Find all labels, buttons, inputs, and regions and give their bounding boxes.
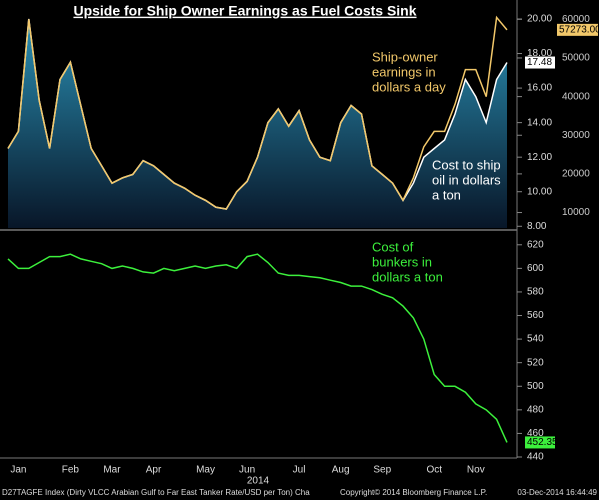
y-tick-label: 520: [527, 357, 544, 368]
last-value-label: 57273.00: [559, 25, 599, 36]
y-tick-label: 60000: [562, 14, 590, 25]
x-tick-label: Aug: [332, 465, 350, 476]
annotation: earnings in: [372, 64, 436, 79]
y-tick-label: 14.00: [527, 117, 552, 128]
y-tick-label: 460: [527, 428, 544, 439]
y-tick-label: 18.00: [527, 48, 552, 59]
y-tick-label: 12.00: [527, 152, 552, 163]
y-tick-label: 40000: [562, 91, 590, 102]
y-tick-label: 10.00: [527, 186, 552, 197]
x-tick-label: May: [196, 465, 215, 476]
line: [7, 15, 508, 210]
y-tick-label: 600: [527, 263, 544, 274]
x-tick-label: Feb: [62, 465, 80, 476]
y-tick-label: 480: [527, 404, 544, 415]
last-value-label: 452.35: [527, 437, 558, 448]
annotation: oil in dollars: [432, 172, 501, 187]
y-tick-label: 20000: [562, 169, 590, 180]
annotation: bunkers in: [372, 254, 432, 269]
x-tick-label: Nov: [467, 465, 485, 476]
annotation: Cost of: [372, 239, 414, 254]
last-value-box: [525, 56, 555, 69]
y-tick-label: 560: [527, 310, 544, 321]
x-tick-label: Jan: [10, 465, 26, 476]
x-tick-label: Oct: [426, 465, 442, 476]
footer-timestamp: 03-Dec-2014 16:44:49: [517, 488, 597, 497]
x-axis-label: 2014: [247, 476, 270, 487]
footer-copyright: Copyright© 2014 Bloomberg Finance L.P.: [340, 488, 487, 497]
footer-source: D27TAGFE Index (Dirty VLCC Arabian Gulf …: [2, 488, 310, 497]
y-tick-label: 540: [527, 334, 544, 345]
y-tick-label: 500: [527, 381, 544, 392]
y-tick-label: 440: [527, 452, 544, 463]
y-tick-label: 16.00: [527, 83, 552, 94]
area: [8, 19, 507, 228]
x-tick-label: Jul: [293, 465, 306, 476]
last-value-label: 17.48: [527, 57, 552, 68]
y-tick-label: 50000: [562, 53, 590, 64]
annotation: dollars a day: [372, 79, 446, 94]
y-tick-label: 20.00: [527, 14, 552, 25]
annotation: Ship-owner: [372, 49, 438, 64]
chart-title: Upside for Ship Owner Earnings as Fuel C…: [73, 3, 416, 19]
y-tick-label: 10000: [562, 207, 590, 218]
y-tick-label: 8.00: [527, 221, 547, 232]
x-tick-label: Sep: [373, 465, 391, 476]
annotation: Cost to ship: [432, 157, 501, 172]
line: [7, 253, 508, 443]
y-tick-label: 30000: [562, 130, 590, 141]
last-value-box: [525, 436, 555, 449]
last-value-box: [557, 23, 598, 36]
x-tick-label: Apr: [146, 465, 162, 476]
y-tick-label: 620: [527, 239, 544, 250]
annotation: dollars a ton: [372, 269, 443, 284]
annotation: a ton: [432, 187, 461, 202]
x-tick-label: Mar: [103, 465, 121, 476]
y-tick-label: 580: [527, 287, 544, 298]
x-tick-label: Jun: [239, 465, 255, 476]
